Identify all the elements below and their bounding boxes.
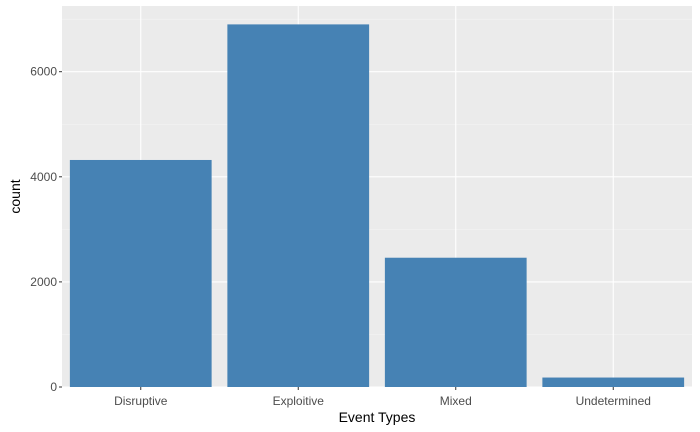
x-tick-label: Mixed xyxy=(440,394,472,408)
y-axis: 0 2000 4000 6000 xyxy=(30,65,62,394)
x-axis: Disruptive Exploitive Mixed Undetermined xyxy=(114,387,651,408)
bar-mixed xyxy=(384,257,527,387)
bar-disruptive xyxy=(69,159,212,387)
bar-exploitive xyxy=(227,24,370,388)
x-tick-label: Disruptive xyxy=(114,394,168,408)
bar-undetermined xyxy=(542,377,685,387)
y-tick-label: 2000 xyxy=(30,275,57,289)
y-axis-title: count xyxy=(7,179,23,213)
y-tick-label: 6000 xyxy=(30,65,57,79)
y-tick-label: 0 xyxy=(50,380,57,394)
x-axis-title: Event Types xyxy=(339,409,416,425)
x-tick-label: Exploitive xyxy=(273,394,325,408)
y-tick-label: 4000 xyxy=(30,170,57,184)
bars-group xyxy=(69,24,685,388)
x-tick-label: Undetermined xyxy=(576,394,651,408)
